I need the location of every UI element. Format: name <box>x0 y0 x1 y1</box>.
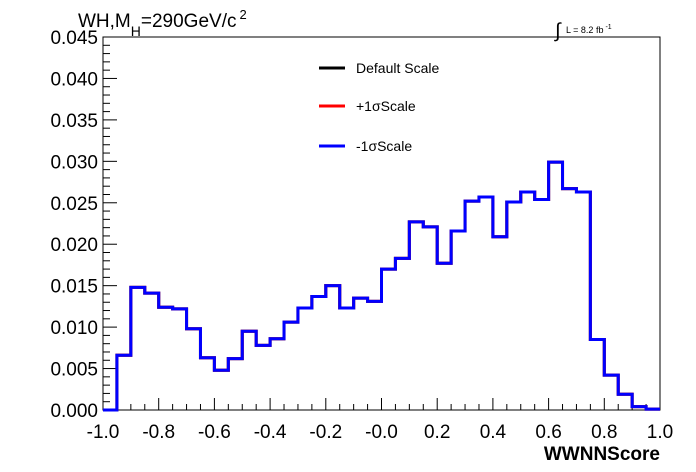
x-tick-label: -0.0 <box>365 422 398 443</box>
x-tick-label: -0.4 <box>254 422 287 443</box>
chart-title: WH,MH=290GeV/c 2 <box>78 7 247 39</box>
x-tick-label: 0.6 <box>535 422 561 443</box>
y-tick-label: 0.035 <box>50 111 98 132</box>
x-tick-label: -0.6 <box>198 422 231 443</box>
x-tick-label: -0.2 <box>309 422 342 443</box>
plot-frame <box>102 36 661 411</box>
series-layer <box>103 160 660 412</box>
x-axis-label: WWNNScore <box>544 444 660 465</box>
x-tick-label: 0.4 <box>480 422 507 443</box>
legend-label-minus1sigma: -1σScale <box>356 138 412 154</box>
y-tick-label: 0.000 <box>50 401 98 422</box>
integral-sign: ∫ <box>554 20 562 42</box>
x-tick-label: 0.8 <box>591 422 617 443</box>
series-line-2 <box>103 160 660 412</box>
x-tick-label: 1.0 <box>647 422 673 443</box>
legend: Default Scale +1σScale -1σScale <box>319 60 439 154</box>
legend-label-plus1sigma: +1σScale <box>356 98 416 114</box>
y-tick-label: 0.030 <box>50 152 98 173</box>
y-tick-label: 0.015 <box>50 277 98 298</box>
y-tick-label: 0.040 <box>50 69 98 90</box>
x-tick-label: -1.0 <box>87 422 120 443</box>
y-tick-label: 0.005 <box>50 360 98 381</box>
y-tick-label: 0.020 <box>50 235 98 256</box>
y-tick-label: 0.010 <box>50 318 98 339</box>
x-tick-label: -0.8 <box>142 422 175 443</box>
y-tick-label: 0.025 <box>50 194 98 215</box>
x-tick-label: 0.2 <box>424 422 450 443</box>
y-axis: 0.000 0.005 0.010 0.015 0.020 0.025 0.030 0.035… <box>50 28 117 422</box>
y-tick-label: 0.045 <box>50 28 98 49</box>
luminosity-label: L = 8.2 fb -1 <box>566 24 612 35</box>
legend-label-default: Default Scale <box>356 60 439 76</box>
